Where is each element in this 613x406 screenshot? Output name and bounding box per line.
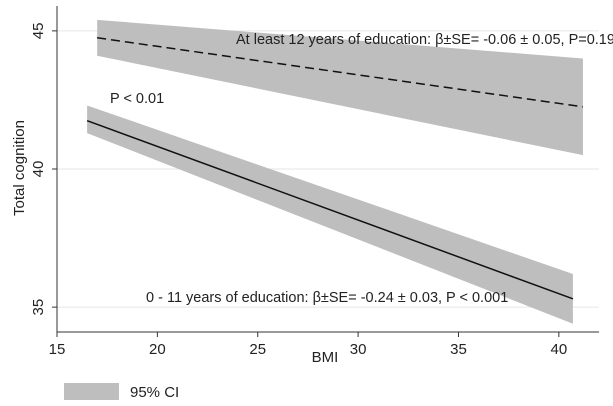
x-tick-label: 35 xyxy=(450,341,467,358)
axes: 15 20 25 30 35 40 35 40 45 xyxy=(30,6,599,358)
legend-swatch xyxy=(64,383,119,400)
x-tick-label: 20 xyxy=(149,341,166,358)
y-tick-label: 35 xyxy=(30,299,47,316)
x-tick-label: 40 xyxy=(551,341,568,358)
confidence-bands xyxy=(87,19,583,324)
ci-band-2 xyxy=(87,105,573,324)
x-tick-label: 15 xyxy=(49,341,66,358)
ci-band-1 xyxy=(97,19,583,156)
x-tick-label: 25 xyxy=(249,341,266,358)
x-tick-label: 30 xyxy=(350,341,367,358)
legend-label: 95% CI xyxy=(130,384,179,401)
y-tick-label: 40 xyxy=(30,161,47,178)
fit-line-1 xyxy=(97,37,584,108)
annotation-lower: 0 - 11 years of education: β±SE= -0.24 ±… xyxy=(146,290,508,306)
fit-line-2 xyxy=(86,119,574,300)
y-tick-label: 45 xyxy=(30,23,47,40)
fit-lines xyxy=(86,37,584,300)
annotation-upper: At least 12 years of education: β±SE= -0… xyxy=(236,32,613,48)
y-axis-label: Total cognition xyxy=(11,120,28,216)
annotation-p-value: P < 0.01 xyxy=(110,91,164,107)
x-axis-label: BMI xyxy=(312,349,339,366)
